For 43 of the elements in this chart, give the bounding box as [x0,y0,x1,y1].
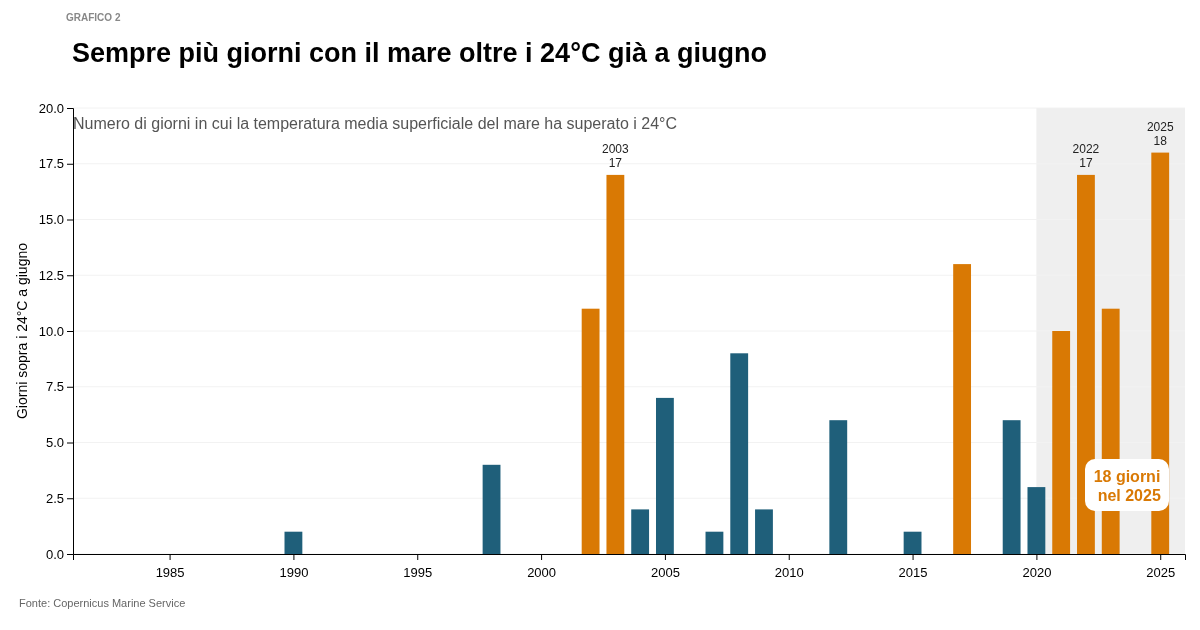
x-tick-label: 2025 [1146,565,1176,581]
bar [755,509,773,554]
x-tick-label: 2020 [1022,565,1052,581]
x-tick-label: 1985 [155,565,185,581]
y-tick-label: 20.0 [38,100,64,116]
x-tick-label: 2000 [527,565,557,581]
bar [581,308,600,554]
chart-title: Sempre più giorni con il mare oltre i 24°C già a giugno [72,38,767,68]
chart-subtitle: Numero di giorni in cui la temperatura media superficiale del mare ha superato i 24°C [73,115,678,132]
x-tick-label: 1990 [279,565,309,581]
bar [1027,487,1046,554]
source-note: Fonte: Copernicus Marine Service [19,597,186,609]
y-tick-label: 5.0 [45,435,64,451]
x-tick-label: 1995 [403,565,433,581]
annotation: 18 giorni nel 2025 [1093,468,1161,504]
bar [482,464,501,554]
y-tick-label: 0.0 [45,546,64,562]
bar [829,420,848,554]
bar [1052,331,1071,554]
y-tick-label: 10.0 [38,323,64,339]
bar [903,531,922,554]
bar [656,397,674,554]
x-tick-label: 2005 [650,565,680,581]
annotation: 2003 17 [602,141,630,170]
bar [1002,420,1021,554]
text: GRAFICO 2 [66,12,121,23]
bar [606,174,625,554]
bar [284,531,303,554]
y-tick-label: 12.5 [38,267,64,283]
y-tick-label: 2.5 [45,490,64,506]
x-tick-label: 2010 [774,565,804,581]
annotation: 2025 18 [1146,119,1174,148]
y-tick-label: 15.0 [38,212,64,228]
bar [730,353,749,554]
bar [631,509,650,554]
bar [953,264,972,554]
y-axis-title: Giorni sopra i 24°C a giugno [14,242,30,420]
bar [1077,174,1095,554]
bar [705,531,724,554]
y-tick-label: 17.5 [38,156,64,172]
y-tick-label: 7.5 [45,379,64,395]
x-tick-label: 2015 [898,565,928,581]
annotation: 2022 17 [1072,141,1100,170]
